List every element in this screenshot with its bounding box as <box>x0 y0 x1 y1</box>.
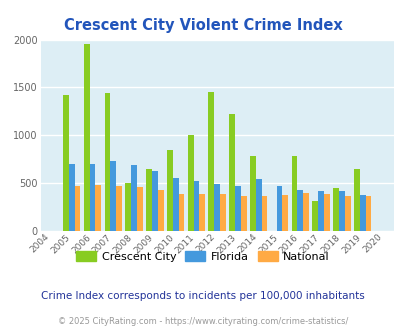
Bar <box>318 191 323 231</box>
Bar <box>220 194 225 231</box>
Bar <box>75 186 80 231</box>
Text: © 2025 CityRating.com - https://www.cityrating.com/crime-statistics/: © 2025 CityRating.com - https://www.city… <box>58 317 347 326</box>
Bar <box>172 178 178 231</box>
Bar <box>359 195 364 231</box>
Bar <box>90 164 95 231</box>
Bar <box>353 169 359 231</box>
Bar <box>178 194 184 231</box>
Bar <box>208 92 214 231</box>
Bar <box>249 156 255 231</box>
Bar <box>146 169 151 231</box>
Bar <box>125 183 131 231</box>
Text: Crime Index corresponds to incidents per 100,000 inhabitants: Crime Index corresponds to incidents per… <box>41 291 364 301</box>
Bar <box>323 194 329 231</box>
Bar <box>136 187 143 231</box>
Bar <box>214 183 220 231</box>
Bar <box>261 196 267 231</box>
Bar <box>193 181 199 231</box>
Bar <box>311 201 318 231</box>
Bar <box>344 196 350 231</box>
Bar <box>151 171 158 231</box>
Bar <box>234 186 240 231</box>
Bar <box>276 186 282 231</box>
Bar <box>240 196 246 231</box>
Bar <box>297 190 303 231</box>
Bar <box>83 44 90 231</box>
Bar <box>131 165 136 231</box>
Bar <box>229 114 234 231</box>
Bar <box>166 150 172 231</box>
Bar <box>116 186 122 231</box>
Bar <box>63 95 69 231</box>
Bar <box>69 164 75 231</box>
Bar <box>255 179 261 231</box>
Bar <box>282 195 288 231</box>
Bar <box>199 194 205 231</box>
Bar <box>187 135 193 231</box>
Bar <box>338 191 344 231</box>
Bar <box>303 193 308 231</box>
Bar <box>158 190 163 231</box>
Bar <box>333 188 338 231</box>
Bar <box>110 161 116 231</box>
Bar <box>291 156 297 231</box>
Bar <box>104 93 110 231</box>
Legend: Crescent City, Florida, National: Crescent City, Florida, National <box>72 247 333 267</box>
Bar <box>364 196 371 231</box>
Text: Crescent City Violent Crime Index: Crescent City Violent Crime Index <box>64 18 341 33</box>
Bar <box>95 185 101 231</box>
